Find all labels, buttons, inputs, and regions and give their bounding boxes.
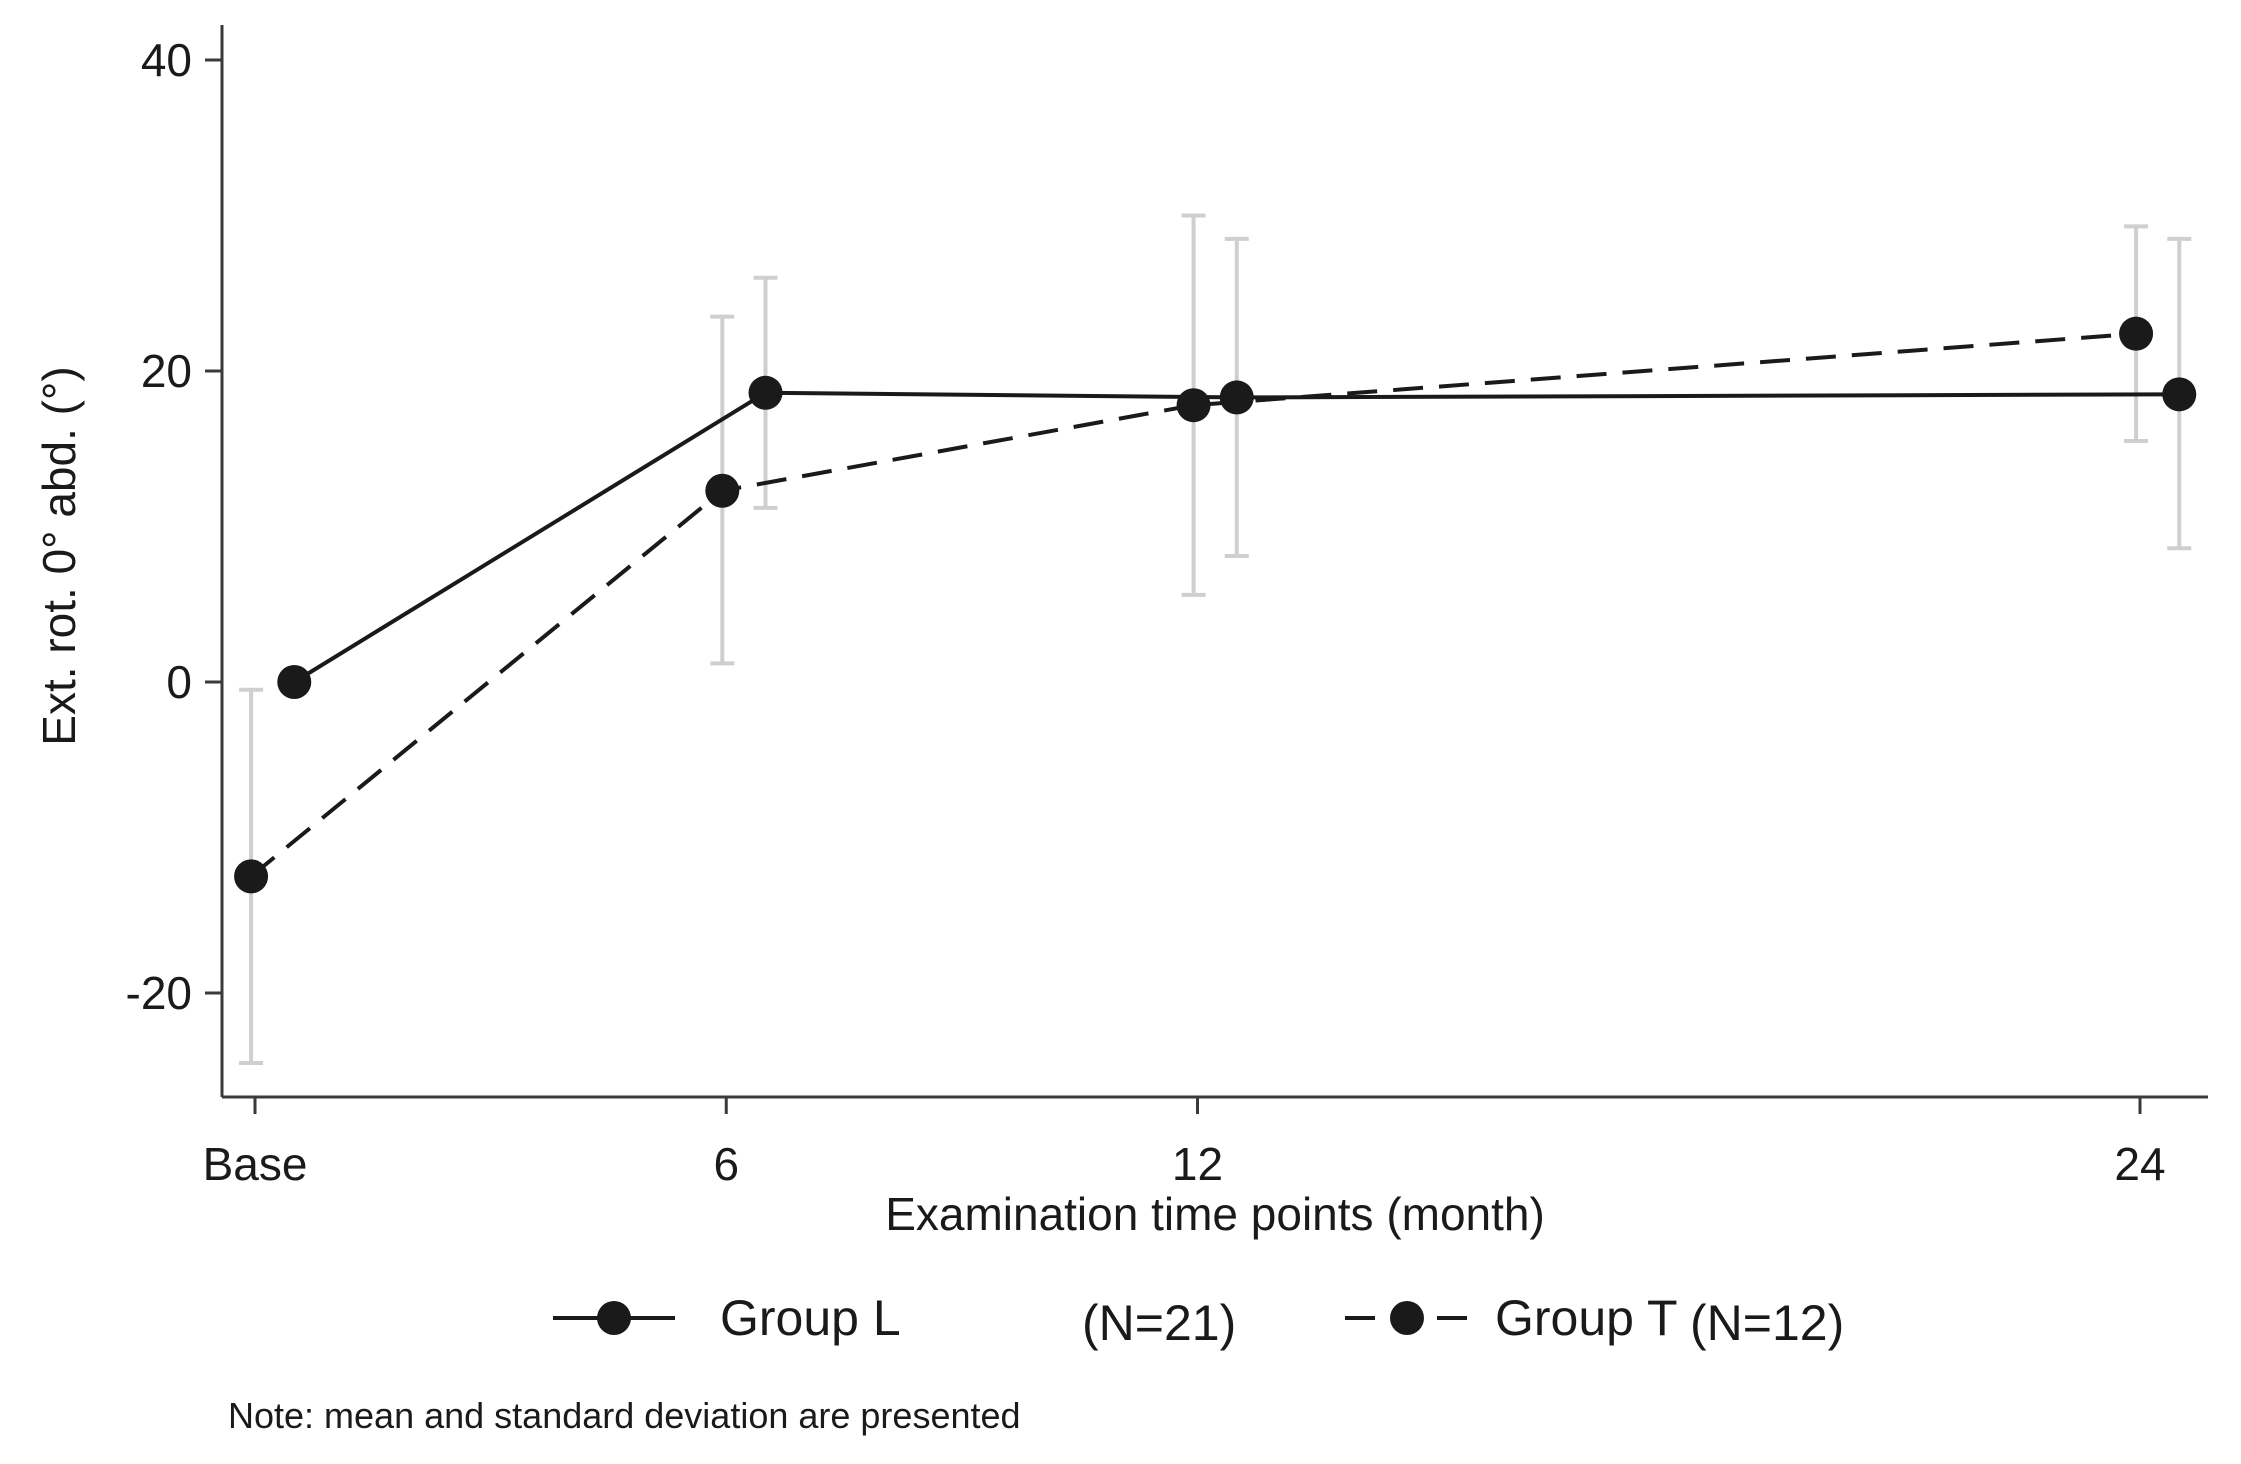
y-tick-label: -20 bbox=[126, 967, 192, 1019]
legend-item-group-t: Group T (N=12) bbox=[1345, 1290, 1844, 1351]
series-line-group-t bbox=[249, 331, 2137, 878]
data-point-group-l bbox=[1219, 380, 1254, 415]
y-axis: 40 20 0 -20 bbox=[126, 25, 224, 1097]
y-tick-label: 0 bbox=[166, 656, 192, 708]
data-point-group-t bbox=[2119, 316, 2154, 351]
x-axis: Base 6 12 24 bbox=[203, 1095, 2208, 1190]
data-point-group-l bbox=[2162, 377, 2197, 412]
y-tick-label: 20 bbox=[141, 345, 192, 397]
x-tick-label: 12 bbox=[1172, 1138, 1223, 1190]
data-point-group-l bbox=[748, 375, 783, 410]
legend-label-group-t: Group T bbox=[1495, 1290, 1678, 1346]
series-points bbox=[234, 316, 2197, 894]
x-tick-label: 24 bbox=[2114, 1138, 2165, 1190]
legend: Group L (N=21) Group T (N=12) bbox=[553, 1290, 1844, 1351]
data-point-group-t bbox=[234, 859, 269, 894]
y-tick-label: 40 bbox=[141, 34, 192, 86]
error-bars bbox=[239, 213, 2192, 1065]
legend-n-group-t: (N=12) bbox=[1690, 1295, 1844, 1351]
legend-marker bbox=[597, 1301, 631, 1335]
y-axis-title: Ext. rot. 0° abd. (°) bbox=[33, 366, 85, 745]
data-point-group-t bbox=[1176, 388, 1211, 423]
data-point-group-l bbox=[277, 665, 312, 699]
series-lines bbox=[249, 331, 2180, 878]
x-axis-title: Examination time points (month) bbox=[885, 1188, 1545, 1240]
legend-n-group-l: (N=21) bbox=[1082, 1295, 1236, 1351]
legend-marker bbox=[1390, 1301, 1424, 1335]
x-tick-label: 6 bbox=[713, 1138, 739, 1190]
footnote: Note: mean and standard deviation are pr… bbox=[228, 1395, 1021, 1436]
legend-item-group-l: Group L (N=21) bbox=[553, 1290, 1236, 1351]
data-point-group-t bbox=[705, 473, 740, 508]
x-tick-label: Base bbox=[203, 1138, 308, 1190]
series-line-group-l bbox=[293, 390, 2180, 684]
legend-label-group-l: Group L bbox=[720, 1290, 901, 1346]
